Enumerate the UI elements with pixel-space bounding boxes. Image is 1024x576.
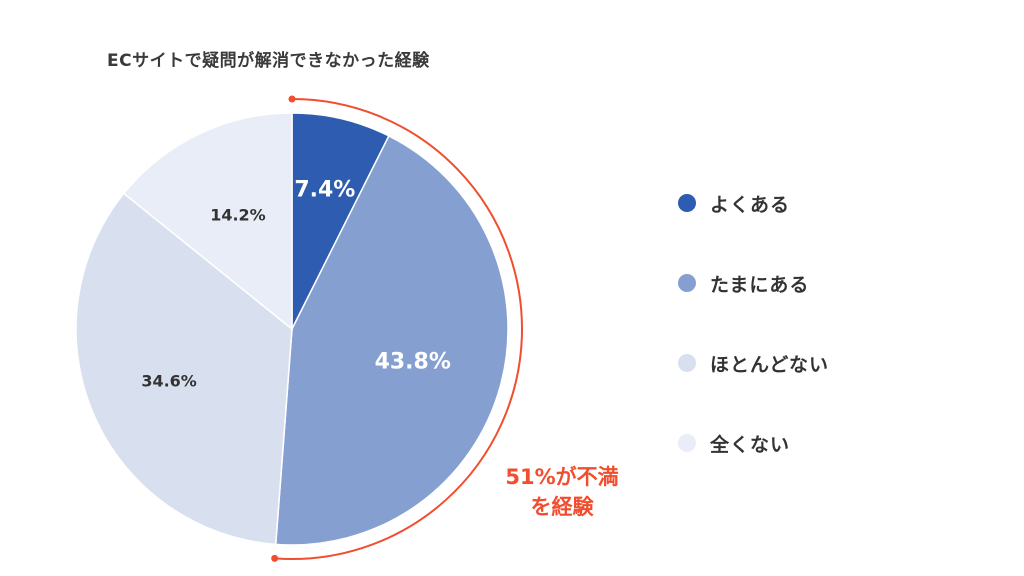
chart-title: ECサイトで疑問が解消できなかった経験 [107,51,430,71]
legend-item-1: たまにある [678,265,829,301]
legend-label-1: たまにある [710,273,810,296]
legend-label-3: 全くない [710,433,791,456]
legend-item-2: ほとんどない [678,345,829,381]
legend-item-0: よくある [678,185,829,221]
legend-swatch-3 [678,434,696,452]
legend: よくある たまにある ほとんどない 全くない [678,185,829,505]
highlight-arc-end-dot [271,554,279,562]
legend-swatch-1 [678,274,696,292]
legend-item-3: 全くない [678,425,829,461]
slice-label-0: 7.4% [294,177,355,202]
pie-slice-2 [75,192,293,546]
pie-slice-3 [122,112,293,331]
pie-slice-0 [291,112,390,330]
legend-swatch-0 [678,194,696,212]
legend-label-0: よくある [710,193,791,216]
dissatisfaction-annotation: 51%が不満 を経験 [498,462,626,522]
slice-label-1: 43.8% [375,349,451,374]
highlight-arc-start-dot [288,95,296,103]
slice-label-2: 34.6% [141,372,197,391]
legend-label-2: ほとんどない [710,353,830,376]
legend-swatch-2 [678,354,696,372]
annotation-line-1: 51%が不満 [505,465,619,489]
slice-label-3: 14.2% [210,205,266,224]
annotation-line-2: を経験 [530,495,594,519]
highlight-arc [274,98,523,560]
pie-slice-1 [274,134,509,546]
